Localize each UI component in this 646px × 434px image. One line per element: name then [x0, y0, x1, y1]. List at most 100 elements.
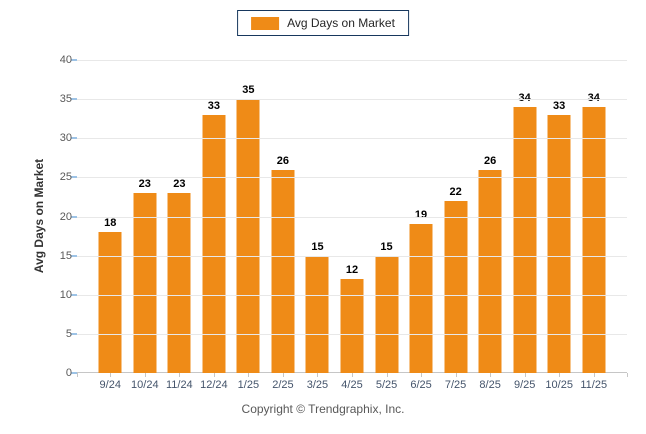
gridline [77, 177, 627, 179]
x-axis-label: 2/25 [272, 379, 294, 391]
y-tick-mark [71, 372, 77, 374]
bar-column: 18 [93, 60, 128, 373]
bar-value-label: 33 [553, 99, 566, 112]
bar-column: 23 [162, 60, 197, 373]
y-tick-mark [71, 176, 77, 179]
y-tick-label: 0 [65, 367, 72, 379]
legend: Avg Days on Market [237, 10, 409, 36]
bar-value-label: 26 [483, 154, 497, 167]
bar-column: 19 [404, 60, 439, 373]
legend-swatch [251, 16, 280, 30]
x-axis-label: 11/24 [165, 379, 193, 391]
x-tick-mark [627, 373, 628, 377]
bar-column: 12 [335, 60, 370, 373]
x-tick-mark [421, 373, 423, 377]
bar-value-label: 34 [518, 91, 531, 104]
x-axis-label: 7/25 [444, 379, 467, 391]
x-axis-label: 5/25 [375, 379, 398, 391]
bar-value-label: 34 [587, 91, 600, 104]
x-tick-mark [490, 373, 492, 377]
copyright-text: Copyright © Trendgraphix, Inc. [241, 402, 405, 416]
bar-value-label: 33 [207, 99, 220, 112]
bar-value-label: 26 [276, 154, 290, 167]
bar-column: 33 [542, 60, 577, 373]
y-tick-label: 15 [59, 249, 72, 262]
gridline [77, 60, 627, 61]
bar [271, 169, 295, 373]
gridline [77, 333, 627, 335]
gridline [77, 216, 627, 218]
x-axis-label: 10/24 [131, 379, 159, 391]
y-tick-label: 5 [65, 327, 72, 340]
x-axis-label: 3/25 [306, 379, 329, 391]
y-tick-label: 30 [59, 132, 72, 145]
bar [167, 193, 191, 373]
x-tick-mark [77, 373, 78, 377]
y-tick-label: 10 [59, 288, 72, 301]
bar-column: 34 [576, 60, 611, 373]
bar [513, 106, 537, 373]
legend-label: Avg Days on Market [287, 16, 395, 30]
bar-value-label: 23 [138, 178, 151, 191]
x-axis-label: 8/25 [479, 379, 501, 391]
x-tick-mark [179, 373, 181, 377]
y-tick-mark [71, 332, 77, 335]
bars-container: 18 23 23 33 35 26 15 12 15 19 22 26 34 33 34 [93, 60, 611, 373]
x-axis-labels: 9/24 10/24 11/24 12/24 1/25 2/25 3/25 4/25 5/25 6… [77, 379, 627, 393]
gridline [77, 99, 627, 101]
gridline [77, 255, 627, 257]
bar [478, 169, 502, 373]
bar-value-label: 19 [414, 209, 428, 222]
y-tick-mark [71, 293, 77, 296]
y-tick-mark [71, 137, 77, 140]
y-axis-ticks: 0 5 10 15 20 25 30 35 40 [30, 54, 72, 379]
gridline [77, 138, 627, 140]
bar [340, 279, 364, 373]
bar [409, 224, 433, 373]
bar-value-label: 18 [104, 217, 117, 230]
y-tick-mark [71, 59, 77, 61]
x-axis-label: 10/25 [545, 379, 573, 391]
bar [305, 255, 329, 373]
bar [236, 99, 260, 373]
y-tick-label: 35 [59, 93, 72, 106]
bar-column: 23 [128, 60, 163, 373]
x-tick-mark [282, 373, 284, 377]
bar [547, 114, 571, 373]
x-tick-mark [144, 373, 146, 377]
x-tick-mark [213, 373, 215, 377]
bar [582, 106, 606, 373]
x-axis-label: 4/25 [341, 379, 363, 391]
x-axis-label: 1/25 [237, 379, 260, 391]
y-tick-label: 40 [59, 54, 72, 66]
y-tick-mark [71, 215, 77, 218]
bar [133, 193, 157, 373]
bar-column: 34 [507, 60, 542, 373]
x-axis-label: 9/24 [99, 379, 121, 391]
x-tick-mark [317, 373, 319, 377]
bar-column: 35 [231, 60, 266, 373]
bar-value-label: 15 [311, 240, 324, 253]
y-tick-label: 25 [59, 171, 72, 184]
bar-value-label: 23 [173, 178, 186, 191]
bar [202, 114, 226, 373]
y-tick-mark [71, 254, 77, 257]
x-tick-mark [110, 373, 112, 377]
plot-area: 18 23 23 33 35 26 15 12 15 19 22 26 34 33 34 [71, 59, 628, 377]
x-tick-mark [559, 373, 561, 377]
bar-value-label: 15 [380, 240, 393, 253]
bar [98, 232, 122, 373]
x-axis-label: 11/25 [580, 379, 608, 391]
y-tick-mark [71, 98, 77, 101]
x-tick-mark [455, 373, 457, 377]
x-axis-label: 6/25 [410, 379, 432, 391]
bar-column: 22 [438, 60, 473, 373]
bar [375, 255, 399, 373]
x-tick-mark [386, 373, 388, 377]
bar-column: 15 [369, 60, 404, 373]
bar-value-label: 35 [242, 84, 255, 97]
x-axis-label: 9/25 [513, 379, 536, 391]
x-tick-mark [248, 373, 250, 377]
x-axis-label: 12/24 [200, 379, 228, 391]
